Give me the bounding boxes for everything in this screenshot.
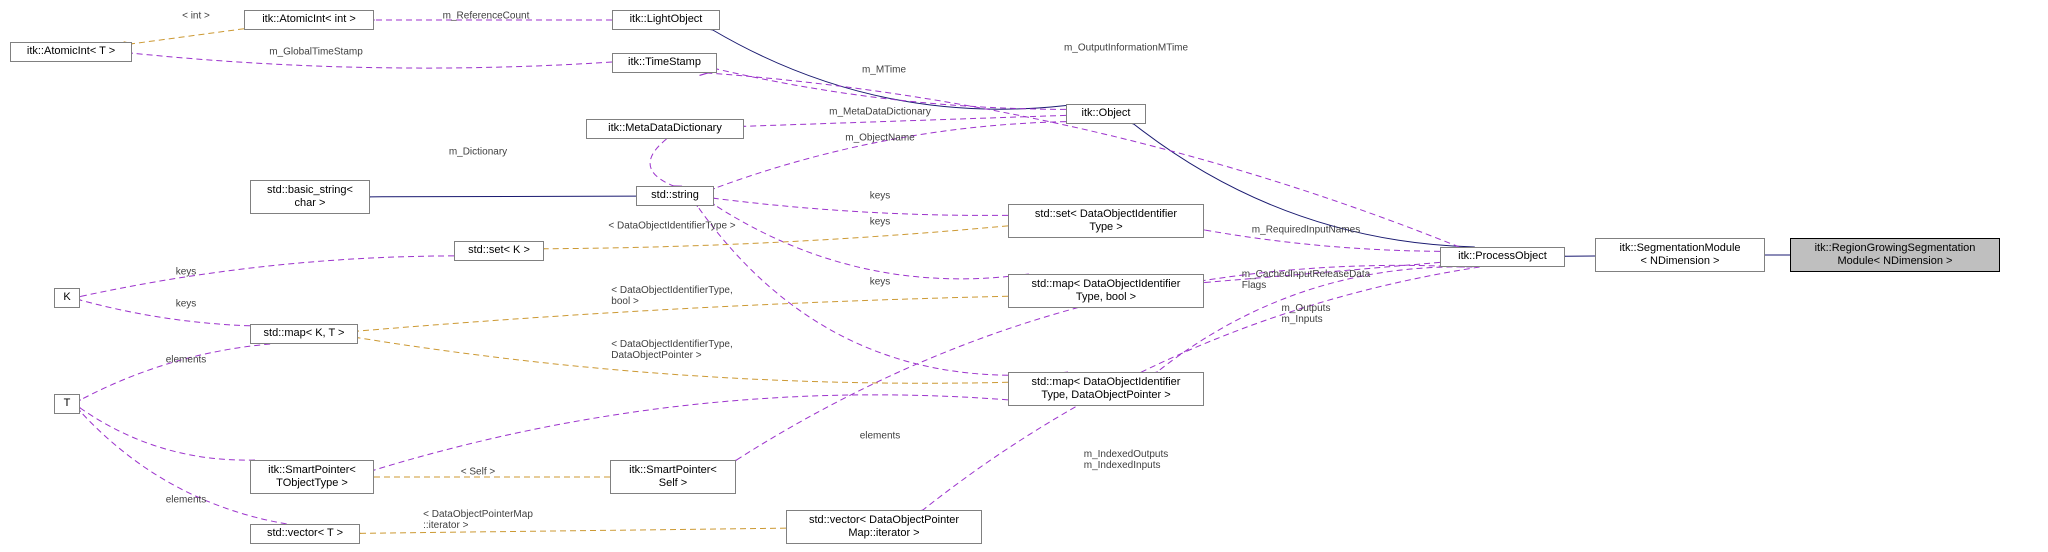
edge-atomicT-to-timestamp xyxy=(132,53,612,68)
node-procobj[interactable]: itk::ProcessObject xyxy=(1440,247,1565,267)
edge-label: m_IndexedOutputs m_IndexedInputs xyxy=(1084,449,1169,471)
node-smart_tobj[interactable]: itk::SmartPointer< TObjectType > xyxy=(250,460,374,494)
edge-label: m_ReferenceCount xyxy=(443,11,530,22)
edge-label: m_MetaDataDictionary xyxy=(829,107,931,118)
edge-label: keys xyxy=(176,299,197,310)
node-atomicInt[interactable]: itk::AtomicInt< int > xyxy=(244,10,374,30)
edge-K-to-mapKT xyxy=(80,300,250,326)
edge-label: < int > xyxy=(182,11,210,22)
node-K[interactable]: K xyxy=(54,288,80,308)
edge-label: m_ObjectName xyxy=(845,133,914,144)
node-smart_self[interactable]: itk::SmartPointer< Self > xyxy=(610,460,736,494)
edge-atomicT-to-atomicInt xyxy=(132,29,244,44)
edge-label: < DataObjectIdentifierType, DataObjectPo… xyxy=(611,339,732,361)
edge-label: elements xyxy=(860,431,901,442)
node-lightobj[interactable]: itk::LightObject xyxy=(612,10,720,30)
node-string[interactable]: std::string xyxy=(636,186,714,206)
node-map_doidop[interactable]: std::map< DataObjectIdentifier Type, Dat… xyxy=(1008,372,1204,406)
node-mapKT[interactable]: std::map< K, T > xyxy=(250,324,358,344)
edge-label: m_Dictionary xyxy=(449,147,507,158)
edge-label: keys xyxy=(870,217,891,228)
node-basicstr[interactable]: std::basic_string< char > xyxy=(250,180,370,214)
node-map_doibool[interactable]: std::map< DataObjectIdentifier Type, boo… xyxy=(1008,274,1204,308)
edge-basicstr-to-string xyxy=(370,196,636,197)
node-timestamp[interactable]: itk::TimeStamp xyxy=(612,53,717,73)
edge-label: m_GlobalTimeStamp xyxy=(269,47,363,58)
diagram-canvas: itk::RegionGrowingSegmentation Module< N… xyxy=(0,0,2048,552)
edge-string-to-metadict xyxy=(650,139,673,186)
edge-smart_tobj-to-map_doidop xyxy=(374,395,1008,470)
edge-label: m_RequiredInputNames xyxy=(1252,225,1360,236)
edge-label: m_OutputInformationMTime xyxy=(1064,43,1188,54)
node-segmod[interactable]: itk::SegmentationModule < NDimension > xyxy=(1595,238,1765,272)
edge-label: < DataObjectIdentifierType > xyxy=(608,221,735,232)
edge-string-to-set_doit xyxy=(714,198,1008,215)
edge-label: keys xyxy=(176,267,197,278)
node-setK[interactable]: std::set< K > xyxy=(454,241,544,261)
edge-label: < DataObjectPointerMap ::iterator > xyxy=(423,509,533,531)
node-set_doit[interactable]: std::set< DataObjectIdentifier Type > xyxy=(1008,204,1204,238)
edge-label: m_CachedInputReleaseData Flags xyxy=(1242,269,1370,291)
edge-label: < Self > xyxy=(461,467,495,478)
node-T[interactable]: T xyxy=(54,394,80,414)
edge-label: < DataObjectIdentifierType, bool > xyxy=(611,285,732,307)
node-object[interactable]: itk::Object xyxy=(1066,104,1146,124)
node-target[interactable]: itk::RegionGrowingSegmentation Module< N… xyxy=(1790,238,2000,272)
edge-label: elements xyxy=(166,355,207,366)
edge-K-to-setK xyxy=(80,256,454,297)
edge-T-to-smart_tobj xyxy=(80,408,255,460)
edge-label: m_MTime xyxy=(862,65,906,76)
node-vec_dopmi[interactable]: std::vector< DataObjectPointer Map::iter… xyxy=(786,510,982,544)
node-atomicT[interactable]: itk::AtomicInt< T > xyxy=(10,42,132,62)
node-metadict[interactable]: itk::MetaDataDictionary xyxy=(586,119,744,139)
edge-label: elements xyxy=(166,495,207,506)
edge-label: keys xyxy=(870,277,891,288)
edge-T-to-mapKT xyxy=(80,344,270,400)
edge-label: keys xyxy=(870,191,891,202)
edge-label: m_Outputs m_Inputs xyxy=(1282,303,1331,325)
node-vecT[interactable]: std::vector< T > xyxy=(250,524,360,544)
